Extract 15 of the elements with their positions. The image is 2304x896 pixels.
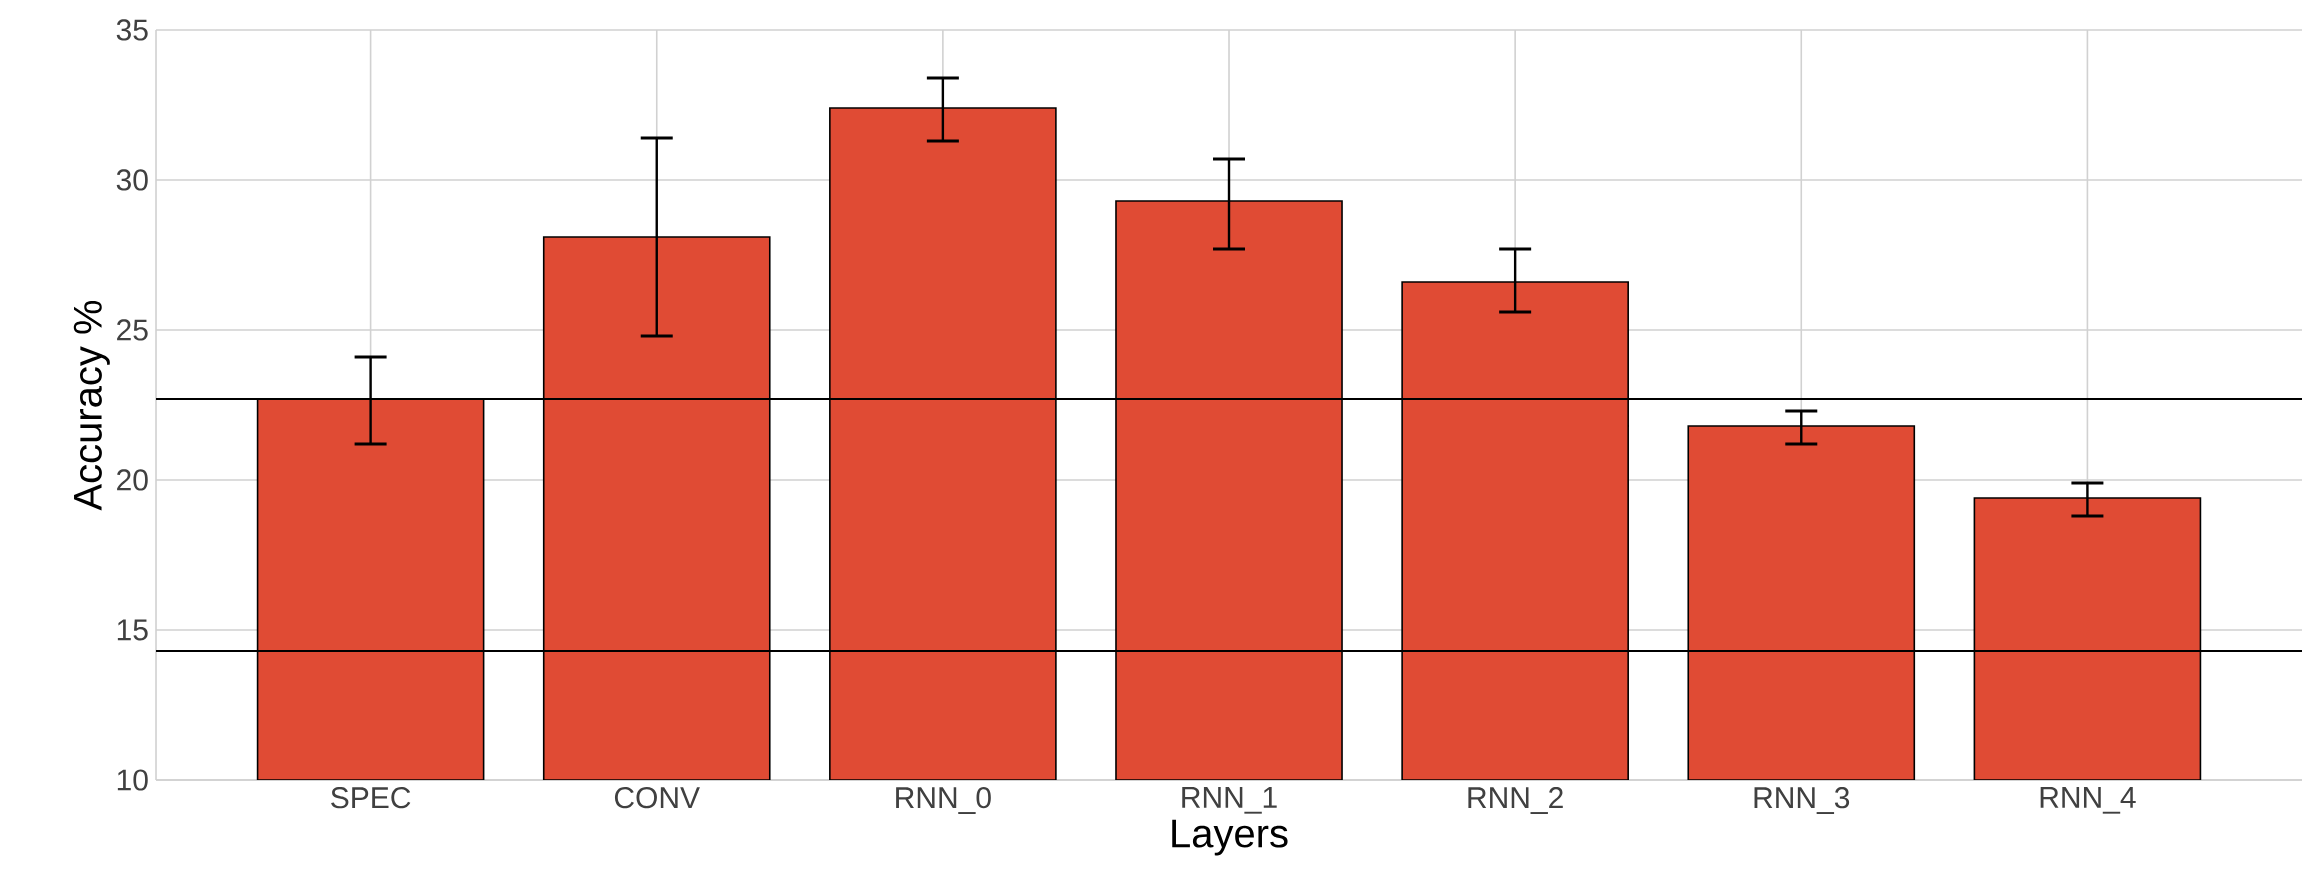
y-tick-label: 30	[116, 169, 148, 191]
y-tick-label: 25	[117, 319, 148, 341]
x-tick-label: SPEC	[331, 787, 411, 809]
x-axis-title: Layers	[1172, 819, 1288, 856]
x-tick-label: CONV	[614, 787, 700, 809]
x-tick-label: RNN_3	[1754, 787, 1850, 814]
y-tick-label: 15	[117, 619, 148, 641]
y-axis-title: Accuracy %	[73, 300, 110, 511]
x-tick-label: RNN_1	[1182, 787, 1277, 814]
y-tick-label: 10	[117, 769, 148, 791]
x-tick-label: RNN_0	[896, 787, 991, 814]
y-tick-label: 20	[117, 469, 148, 491]
x-tick-label: RNN_4	[2040, 787, 2136, 814]
x-tick-label: RNN_2	[1468, 787, 1563, 814]
y-tick-label: 35	[116, 19, 148, 41]
